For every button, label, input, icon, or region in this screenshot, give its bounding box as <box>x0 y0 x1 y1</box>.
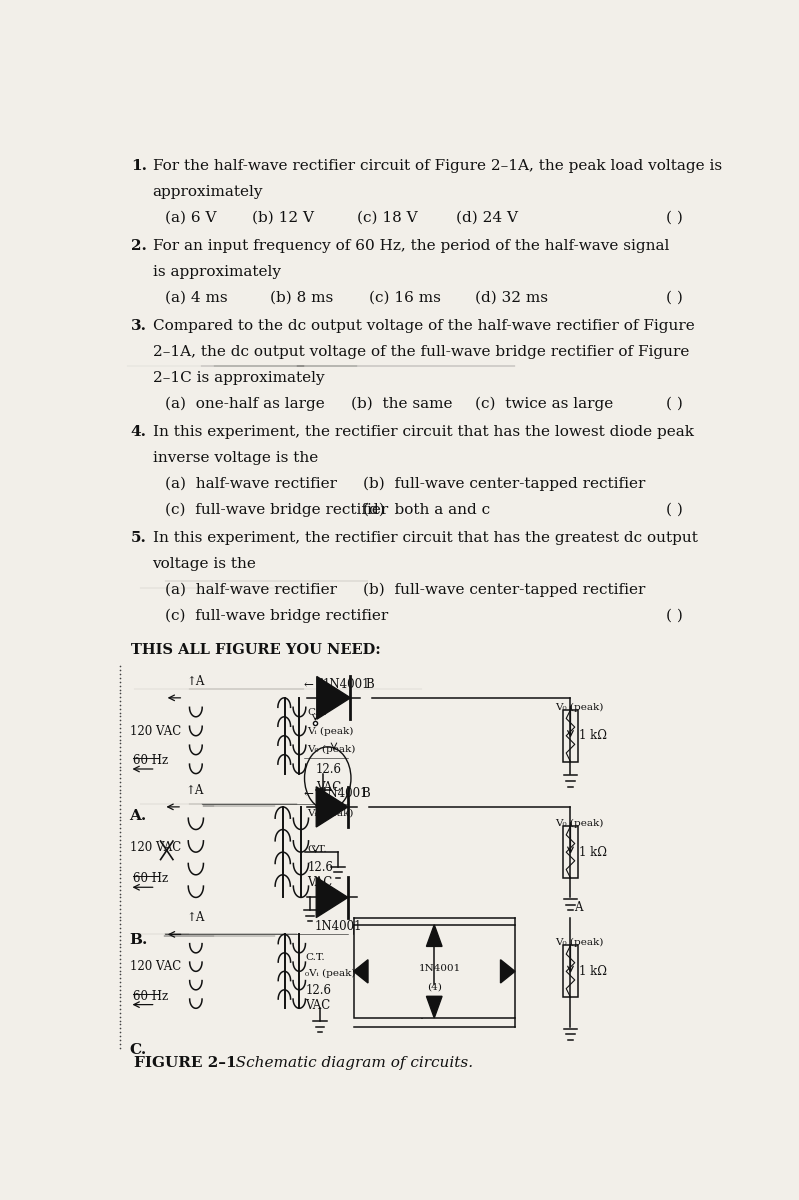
Text: B: B <box>365 678 374 690</box>
Text: 1.: 1. <box>131 158 147 173</box>
Text: (c) 18 V: (c) 18 V <box>357 210 418 224</box>
Text: FIGURE 2–1: FIGURE 2–1 <box>134 1056 237 1070</box>
Bar <box>563 946 578 997</box>
Text: A.: A. <box>129 809 147 823</box>
Polygon shape <box>353 960 368 983</box>
Polygon shape <box>500 960 515 983</box>
Text: Compared to the dc output voltage of the half-wave rectifier of Figure: Compared to the dc output voltage of the… <box>153 319 694 334</box>
Text: V₀ (peak): V₀ (peak) <box>308 745 356 754</box>
Text: (a)  one-half as large: (a) one-half as large <box>165 397 324 412</box>
Text: (a)  half-wave rectifier: (a) half-wave rectifier <box>165 478 337 491</box>
Text: (c) 16 ms: (c) 16 ms <box>369 290 441 305</box>
Text: ← A: ← A <box>304 786 326 799</box>
Text: (b) 8 ms: (b) 8 ms <box>270 290 333 305</box>
Polygon shape <box>316 677 351 719</box>
Text: ( ): ( ) <box>666 210 683 224</box>
Text: approximately: approximately <box>153 185 263 199</box>
Text: 4.: 4. <box>131 425 147 439</box>
Text: B.: B. <box>129 932 148 947</box>
Text: 1N4001: 1N4001 <box>315 919 362 932</box>
Bar <box>563 827 578 878</box>
Bar <box>563 710 578 762</box>
Text: In this experiment, the rectifier circuit that has the lowest diode peak: In this experiment, the rectifier circui… <box>153 425 694 439</box>
Text: 12.6: 12.6 <box>305 984 332 997</box>
Text: ₀Vᵢ (peak): ₀Vᵢ (peak) <box>305 968 356 978</box>
Text: V₀ (peak): V₀ (peak) <box>555 702 603 712</box>
Text: (4): (4) <box>427 983 442 991</box>
Text: C.T.: C.T. <box>305 953 325 962</box>
Text: (d)  both a and c: (d) both a and c <box>363 503 490 517</box>
Bar <box>354 925 515 1018</box>
Text: THIS ALL FIGURE YOU NEED:: THIS ALL FIGURE YOU NEED: <box>131 642 380 656</box>
Text: 1N4001: 1N4001 <box>321 786 368 799</box>
Text: (c)  full-wave bridge rectifier: (c) full-wave bridge rectifier <box>165 608 388 623</box>
Text: (d) 32 ms: (d) 32 ms <box>475 290 547 305</box>
Text: V₀ (peak): V₀ (peak) <box>555 938 603 947</box>
Text: (b)  the same: (b) the same <box>351 397 452 410</box>
Text: 60 Hz: 60 Hz <box>133 755 168 767</box>
Polygon shape <box>427 925 442 947</box>
Text: 2.: 2. <box>131 239 147 253</box>
Text: C.: C. <box>129 1044 147 1057</box>
Text: (c)  twice as large: (c) twice as large <box>475 397 613 412</box>
Text: ( ): ( ) <box>666 397 683 410</box>
Text: 5.: 5. <box>131 532 147 545</box>
Text: 2–1A, the dc output voltage of the full-wave bridge rectifier of Figure: 2–1A, the dc output voltage of the full-… <box>153 346 689 359</box>
Text: voltage is the: voltage is the <box>153 557 256 571</box>
Text: C.T.: C.T. <box>308 845 327 853</box>
Text: 60 Hz: 60 Hz <box>133 990 168 1003</box>
Text: (a)  half-wave rectifier: (a) half-wave rectifier <box>165 583 337 598</box>
Text: Vᵢ (peak): Vᵢ (peak) <box>308 726 354 736</box>
Text: 1 kΩ: 1 kΩ <box>578 730 606 743</box>
Text: 1N4001: 1N4001 <box>323 678 370 690</box>
Text: (a) 6 V: (a) 6 V <box>165 210 217 224</box>
Ellipse shape <box>304 746 351 810</box>
Text: In this experiment, the rectifier circuit that has the greatest dc output: In this experiment, the rectifier circui… <box>153 532 698 545</box>
Text: 120 VAC: 120 VAC <box>129 960 181 973</box>
Text: (b)  full-wave center-tapped rectifier: (b) full-wave center-tapped rectifier <box>363 478 646 492</box>
Text: ↑A: ↑A <box>186 911 205 924</box>
Text: B: B <box>362 786 371 799</box>
Text: ( ): ( ) <box>666 608 683 623</box>
Text: ( ): ( ) <box>666 290 683 305</box>
Text: ← A: ← A <box>304 678 326 690</box>
Text: For an input frequency of 60 Hz, the period of the half-wave signal: For an input frequency of 60 Hz, the per… <box>153 239 669 253</box>
Text: For the half-wave rectifier circuit of Figure 2–1A, the peak load voltage is: For the half-wave rectifier circuit of F… <box>153 158 721 173</box>
Polygon shape <box>316 787 348 827</box>
Text: Vᵢ (peak): Vᵢ (peak) <box>308 809 354 818</box>
Text: 120 VAC: 120 VAC <box>129 725 181 738</box>
Polygon shape <box>316 877 348 918</box>
Text: VAC: VAC <box>308 876 332 889</box>
Text: VAC: VAC <box>305 1000 331 1012</box>
Text: (c)  full-wave bridge rectifier: (c) full-wave bridge rectifier <box>165 503 388 517</box>
Text: Schematic diagram of circuits.: Schematic diagram of circuits. <box>221 1056 473 1070</box>
Text: (d) 24 V: (d) 24 V <box>456 210 518 224</box>
Text: 120 VAC: 120 VAC <box>129 841 181 854</box>
Text: VAC: VAC <box>316 781 342 794</box>
Text: (b)  full-wave center-tapped rectifier: (b) full-wave center-tapped rectifier <box>363 583 646 598</box>
Text: 12.6: 12.6 <box>316 763 341 776</box>
Text: is approximately: is approximately <box>153 265 280 278</box>
Text: ↑A: ↑A <box>185 784 204 797</box>
Text: A: A <box>574 901 582 914</box>
Text: 12.6: 12.6 <box>308 862 333 875</box>
Text: 1 kΩ: 1 kΩ <box>578 846 606 859</box>
Text: (b) 12 V: (b) 12 V <box>252 210 313 224</box>
Polygon shape <box>427 996 442 1018</box>
Text: C.T.: C.T. <box>308 708 327 718</box>
Text: V₀ (peak): V₀ (peak) <box>555 818 603 828</box>
Text: inverse voltage is the: inverse voltage is the <box>153 451 318 466</box>
Text: ↑A: ↑A <box>186 674 205 688</box>
Text: (a) 4 ms: (a) 4 ms <box>165 290 228 305</box>
Text: 3.: 3. <box>131 319 147 334</box>
Text: ( ): ( ) <box>666 503 683 517</box>
Text: 2–1C is approximately: 2–1C is approximately <box>153 371 324 385</box>
Text: 60 Hz: 60 Hz <box>133 872 168 886</box>
Text: 1N4001: 1N4001 <box>419 964 461 973</box>
Text: 1 kΩ: 1 kΩ <box>578 965 606 978</box>
